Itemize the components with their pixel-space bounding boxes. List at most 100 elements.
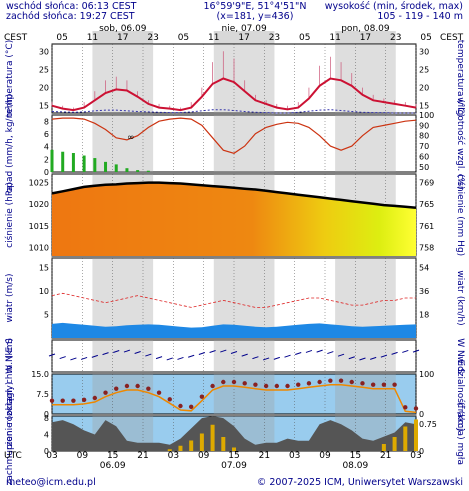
cloud-base-dot (328, 378, 333, 383)
ytick-left: 15 (39, 263, 49, 272)
wind-arrow (262, 357, 270, 361)
cloud-base-dot (349, 379, 354, 385)
top-hour-tick: 11 (87, 33, 98, 43)
ytick-right: 80 (419, 132, 429, 141)
wind-arrow (134, 351, 141, 354)
panel-ylabel-right: wiatr (km/h) (455, 270, 465, 325)
fog-bar (210, 424, 215, 451)
night-band (335, 340, 396, 372)
fog-bar (189, 440, 194, 451)
wind-arrow (220, 349, 227, 353)
bottom-axis: 03 09 15 21 03 09 15 21 03 09 15 21 03 06.09 07.09 08.0… (46, 451, 421, 471)
wind-arrow (380, 354, 388, 358)
bottom-hour-tick: 03 (46, 451, 57, 461)
ytick-left: 0 (44, 447, 49, 456)
wind-arrow (198, 352, 206, 356)
panel-ylabel-right: wilgotność wzgl. (%) (455, 97, 466, 189)
footer-email[interactable]: meteo@icm.edu.pl (6, 477, 96, 488)
wind-arrow (391, 351, 398, 355)
cloud-base-dot (274, 383, 280, 389)
height-values: 105 - 119 - 140 m (377, 11, 463, 22)
wind-arrow (284, 354, 291, 358)
panel-ylabel-right: temperatura (°C) (455, 40, 465, 117)
ytick-left: 10 (39, 287, 49, 296)
wind-arrow (91, 354, 98, 358)
panel-ylabel-right: (frakcja) mgła (455, 402, 465, 465)
top-hour-tick: 17 (238, 33, 249, 43)
ytick-left: 4 (44, 431, 49, 440)
night-band (213, 340, 275, 372)
top-night-band (92, 31, 154, 44)
wind-arrow (145, 353, 152, 357)
cloud-base-dot (370, 382, 376, 387)
ytick-right: 30 (419, 47, 429, 56)
ytick-right: 765 (419, 200, 434, 209)
night-band (92, 340, 154, 372)
night-band (92, 374, 154, 414)
panel-ylabel: temperatura (°C) (5, 40, 15, 117)
gust-line (51, 292, 416, 308)
precip-annotation: ∞ (127, 133, 135, 143)
ytick-left: 0 (44, 168, 49, 177)
cloud-base-dot (167, 397, 172, 402)
cloud-base-dot (242, 381, 247, 386)
cloud-base-dot (60, 398, 65, 403)
cloud-base-dot (178, 403, 183, 409)
top-hour-tick: 11 (208, 33, 219, 43)
precip-bar (61, 151, 65, 172)
ytick-left: 4 (44, 143, 49, 152)
fog-bar (403, 426, 408, 451)
bottom-hour-tick: 21 (137, 451, 148, 461)
ytick-right: 60 (419, 152, 429, 161)
top-hour-tick: 17 (117, 33, 128, 43)
ytick-left: 1020 (29, 200, 49, 209)
cloud-base-dot (338, 378, 344, 383)
wind-arrow (177, 356, 184, 360)
night-band (213, 115, 275, 172)
wind-arrow (273, 356, 280, 360)
wind-arrow (241, 353, 248, 357)
precip-bar (82, 155, 86, 172)
ytick-right: 758 (419, 243, 434, 252)
tz-right-label: CEST (440, 33, 464, 43)
wind-arrow (123, 349, 131, 353)
ytick-left: 7.5 (36, 390, 49, 399)
coords-text: 16°59'9"E, 51°4'51"N (203, 1, 306, 12)
wind-arrow (188, 354, 195, 358)
precip-bar (114, 164, 118, 172)
wind-arrow (370, 356, 377, 360)
cloud-base-dot (381, 382, 387, 387)
panel-pressure: ciśnienie (hPa) ciśnienie (mm Hg) 1010 1015… (4, 173, 466, 257)
visibility-line (52, 383, 417, 414)
wind-arrow (252, 356, 259, 360)
night-band (335, 374, 396, 414)
fog-bar (232, 447, 236, 451)
wind-arrow (316, 349, 323, 353)
ytick-right: 100 (419, 370, 434, 379)
wind-arrow (113, 350, 120, 353)
top-hour-tick: 05 (420, 33, 431, 43)
top-axis: 05 11 17 23 05 11 17 23 05 11 17 23 05 sob, 06.09 nie,… (56, 24, 432, 44)
bottom-hour-tick: 03 (410, 451, 421, 461)
cloud-base-dot (92, 395, 98, 401)
tz-left-label: CEST (4, 33, 28, 43)
wind-arrow (70, 357, 77, 361)
ytick-right: 100 (419, 111, 434, 120)
panel-ylabel: opad (mm/h, kg/m²/h) (5, 94, 15, 193)
top-hour-tick: 05 (56, 33, 67, 43)
fog-bar (414, 419, 418, 451)
top-hour-tick: 05 (299, 33, 310, 43)
panel-cloudiness: zachmurzenie (oktany) (frakcja) mgła04800… (5, 382, 465, 486)
night-band (92, 115, 154, 172)
panel-cloud_base_visibility: pion. rozciągł. chm. (km) widzialność (km… (5, 338, 466, 450)
top-hour-tick: 23 (269, 33, 280, 43)
cloud-base-dot (253, 382, 258, 387)
ytick-left: 30 (39, 47, 49, 56)
cloud-base-dot (392, 382, 397, 387)
ytick-right: 0 (419, 410, 424, 419)
bottom-hour-tick: 09 (198, 451, 210, 461)
bottom-date-label: 07.09 (221, 461, 247, 471)
cloud-base-dot (156, 390, 162, 395)
temperature-line (51, 77, 417, 112)
